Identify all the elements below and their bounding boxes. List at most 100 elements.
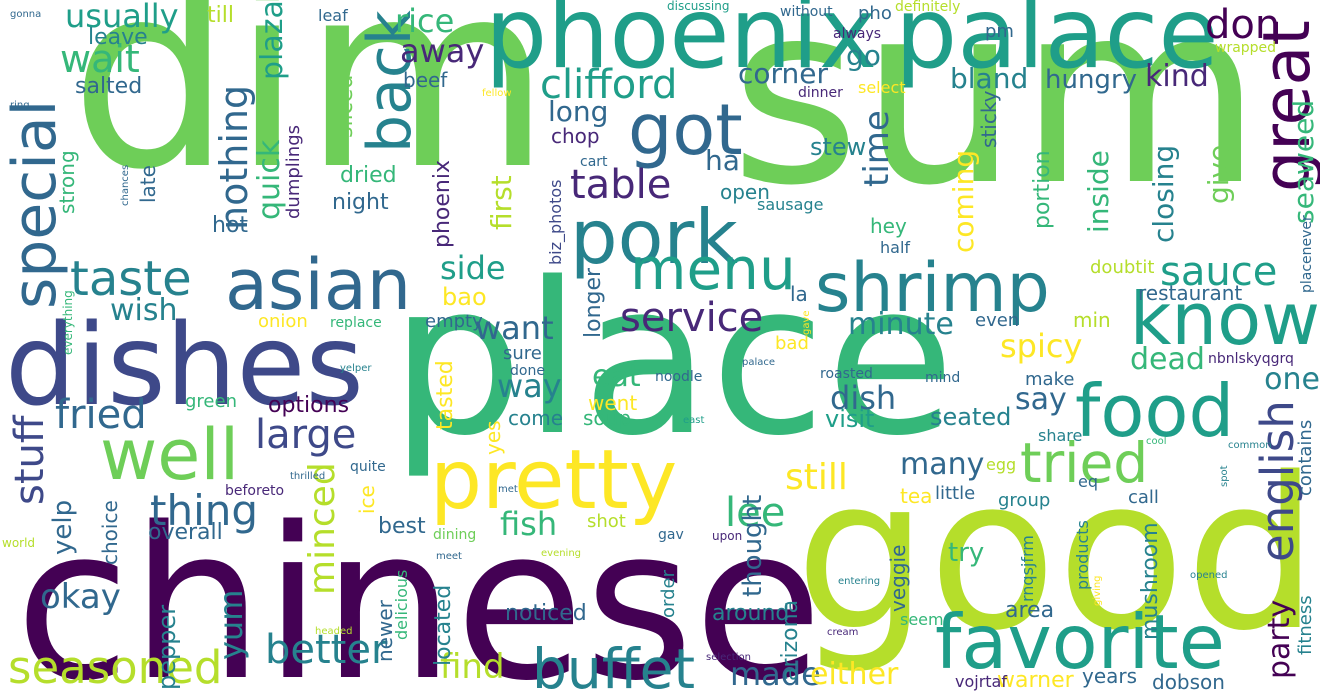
word-table-33: table: [570, 162, 672, 208]
word-choice-96: choice: [98, 500, 122, 565]
word-fried-29: fried: [55, 392, 147, 438]
word-quite-168: quite: [350, 459, 386, 475]
word-pretty-8: pretty: [430, 433, 678, 528]
word-party-60: party: [1262, 600, 1297, 680]
word-restaurant-93: restaurant: [1138, 281, 1243, 305]
word-yelp-79: yelp: [48, 500, 78, 556]
word-gave-192: gave: [801, 310, 812, 335]
word-till-111: till: [207, 3, 234, 28]
word-service-31: service: [620, 295, 764, 341]
word-palace-6: palace: [895, 0, 1219, 91]
word-fellow-199: fellow: [482, 88, 512, 99]
word-egg-129: egg: [986, 455, 1017, 474]
word-delicious-178: delicious: [392, 570, 411, 641]
word-onion-165: onion: [258, 311, 308, 332]
word-make-123: make: [1025, 369, 1075, 390]
word-min-122: min: [1073, 308, 1111, 332]
word-wait-36: wait: [60, 37, 140, 81]
word-first-76: first: [485, 175, 518, 230]
word-dining-171: dining: [433, 527, 477, 543]
word-group-125: group: [998, 490, 1051, 511]
word-east-190: east: [683, 415, 705, 426]
word-bao-90: bao: [442, 283, 487, 311]
word-dobson-100: dobson: [1152, 670, 1225, 694]
word-good-3: good: [795, 432, 1319, 677]
word-doubtit-138: doubtit: [1090, 257, 1155, 278]
word-find-40: find: [440, 647, 505, 687]
word-tried-17: tried: [1020, 431, 1149, 495]
word-veggie-131: veggie: [886, 545, 910, 613]
word-wrapped-146: wrapped: [1215, 40, 1277, 56]
word-overall-87: overall: [148, 520, 223, 545]
word-still-42: still: [785, 457, 848, 498]
word-placenever-137: placenever: [1299, 215, 1315, 293]
word-opened-185: opened: [1190, 570, 1228, 581]
word-hot-107: hot: [212, 213, 249, 238]
word-give-67: give: [1202, 145, 1235, 205]
word-gonna-200: gonna: [10, 9, 42, 20]
word-bad-157: bad: [775, 333, 809, 354]
word-english-26: english: [1251, 400, 1304, 562]
word-biz-photos-150: biz_photos: [546, 180, 565, 266]
word-replace-166: replace: [330, 315, 382, 331]
word-seated-86: seated: [930, 403, 1012, 431]
word-beef-109: beef: [403, 68, 448, 92]
word-cream-183: cream: [827, 627, 859, 638]
word-everything-195: everything: [61, 290, 75, 355]
word-try-85: try: [948, 538, 985, 568]
word-dumplings-115: dumplings: [283, 125, 304, 220]
word-inside-65: inside: [1082, 150, 1115, 233]
word-well-21: well: [100, 414, 240, 496]
word-sausage-117: sausage: [757, 195, 824, 214]
word-lee-41: lee: [725, 490, 786, 536]
word-dim-0: dim: [70, 0, 552, 226]
word-share-128: share: [1038, 426, 1083, 445]
word-long-73: long: [548, 95, 609, 128]
word-shot-172: shot: [587, 511, 626, 532]
word-gav-173: gav: [658, 527, 684, 543]
word-headed-193: headed: [315, 626, 353, 637]
word-dishes-7: dishes: [5, 301, 364, 431]
word-upon-174: upon: [712, 529, 743, 543]
word-pho-140: pho: [858, 3, 892, 24]
word-coming-68: coming: [947, 150, 980, 254]
word-seem-132: seem: [900, 610, 944, 629]
word-noodle-156: noodle: [655, 369, 703, 385]
word-dinner-144: dinner: [798, 85, 843, 101]
word-products-135: products: [1073, 520, 1092, 590]
word-even-121: even: [975, 310, 1020, 331]
word-stew-92: stew: [810, 133, 867, 161]
word-green-167: green: [185, 391, 237, 412]
word-located-176: located: [431, 585, 456, 667]
word-menu-16: menu: [630, 235, 796, 303]
word-rnqsjfrm-133: rnqsjfrm: [1018, 535, 1037, 602]
word-chances-196: chances: [120, 165, 131, 207]
word-chinese-2: chinese: [15, 482, 823, 700]
word-taste-27: taste: [70, 251, 192, 307]
word-away-51: away: [400, 32, 485, 70]
word-ring-201: ring: [10, 100, 30, 111]
word-plaza-53: plaza: [255, 0, 290, 80]
word-evening-180: evening: [541, 548, 582, 559]
word-nothing-35: nothing: [212, 85, 256, 231]
word-definitely-141: definitely: [895, 0, 961, 15]
word-yum-58: yum: [212, 590, 250, 661]
word-common-187: common: [1228, 440, 1272, 451]
word-options-91: options: [268, 393, 350, 418]
word-go-74: go: [846, 39, 881, 72]
word-place-4: place: [390, 237, 955, 482]
word-chop-112: chop: [551, 124, 600, 148]
word-thrilled-197: thrilled: [290, 471, 326, 482]
word-yes-161: yes: [481, 420, 505, 455]
word-visit-80: visit: [825, 405, 875, 433]
word-clifford-34: clifford: [540, 62, 678, 108]
word-come-154: come: [508, 406, 564, 430]
word-nbnlskyqgrq-136: nbnlskyqgrq: [1208, 351, 1294, 367]
word-years-99: years: [1082, 664, 1138, 688]
word-pepper-83: pepper: [153, 605, 181, 691]
word-fish-43: fish: [500, 505, 558, 543]
word-portion-103: portion: [1030, 150, 1055, 229]
word-spicy-45: spicy: [1000, 327, 1083, 365]
word-tea-126: tea: [900, 484, 933, 508]
